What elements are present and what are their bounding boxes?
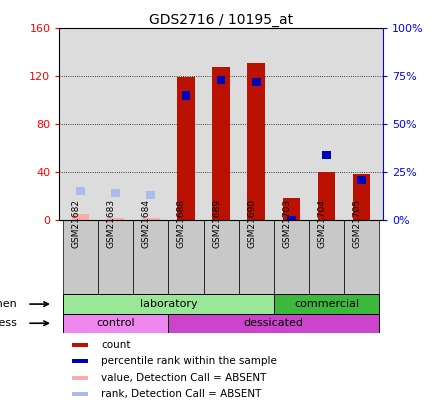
Text: rank, Detection Call = ABSENT: rank, Detection Call = ABSENT (102, 389, 262, 399)
Bar (318, 172, 335, 220)
Bar (98, 220, 133, 294)
Title: GDS2716 / 10195_at: GDS2716 / 10195_at (149, 13, 293, 27)
Bar (182, 91, 191, 100)
Bar (72, 359, 88, 363)
Bar (274, 220, 309, 294)
Bar (72, 343, 88, 347)
Bar (353, 175, 370, 220)
Text: stress: stress (0, 318, 17, 328)
Bar (169, 313, 379, 333)
Bar (72, 214, 89, 220)
Text: commercial: commercial (294, 299, 359, 309)
Bar (169, 220, 204, 294)
Bar (133, 220, 169, 294)
Text: control: control (96, 318, 135, 328)
Text: value, Detection Call = ABSENT: value, Detection Call = ABSENT (102, 373, 267, 383)
Bar (282, 198, 300, 220)
Text: GSM21683: GSM21683 (106, 199, 116, 248)
Bar (63, 294, 274, 313)
Bar (213, 67, 230, 220)
Bar (322, 151, 331, 159)
Text: specimen: specimen (0, 299, 17, 309)
Bar (344, 220, 379, 294)
Text: laboratory: laboratory (139, 299, 197, 309)
Text: GSM21705: GSM21705 (353, 199, 362, 248)
Bar (247, 63, 265, 220)
Text: GSM21689: GSM21689 (212, 199, 221, 248)
Bar (63, 313, 169, 333)
Bar (309, 220, 344, 294)
Bar (107, 217, 125, 220)
Text: count: count (102, 340, 131, 350)
Bar (238, 220, 274, 294)
Bar (63, 220, 98, 294)
Bar (147, 191, 155, 199)
Text: GSM21703: GSM21703 (282, 199, 291, 248)
Bar (111, 189, 120, 197)
Bar (177, 77, 195, 220)
Bar (217, 76, 225, 84)
Text: GSM21684: GSM21684 (142, 199, 151, 248)
Text: GSM21688: GSM21688 (177, 199, 186, 248)
Bar (72, 392, 88, 396)
Text: GSM21690: GSM21690 (247, 199, 256, 248)
Bar (357, 175, 366, 184)
Text: GSM21682: GSM21682 (71, 199, 81, 248)
Bar (72, 376, 88, 380)
Bar (274, 294, 379, 313)
Bar (287, 216, 296, 224)
Bar (204, 220, 238, 294)
Bar (252, 78, 260, 86)
Bar (76, 187, 85, 196)
Text: GSM21704: GSM21704 (318, 199, 326, 248)
Text: dessicated: dessicated (244, 318, 304, 328)
Bar (142, 217, 160, 220)
Text: percentile rank within the sample: percentile rank within the sample (102, 356, 277, 367)
